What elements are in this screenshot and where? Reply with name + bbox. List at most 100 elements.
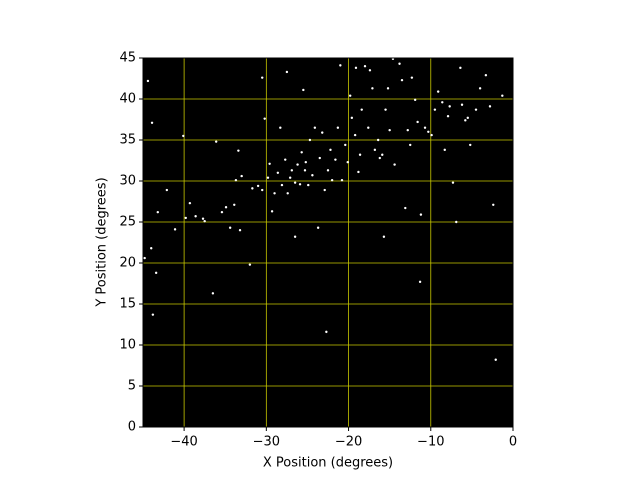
- star-point: [303, 169, 307, 172]
- star-point: [240, 174, 243, 178]
- star-point: [459, 66, 462, 70]
- star-point: [430, 133, 433, 137]
- star-point: [367, 126, 370, 129]
- star-point: [354, 66, 358, 70]
- y-tick-label: 35: [119, 133, 136, 148]
- star-point: [311, 174, 314, 177]
- star-point: [201, 217, 205, 220]
- y-tick-label: 45: [119, 51, 136, 66]
- star-point: [386, 87, 390, 90]
- star-point: [353, 133, 357, 137]
- y-tick-label: 5: [128, 379, 136, 394]
- star-point: [339, 64, 342, 67]
- y-tick-label: 10: [119, 338, 136, 353]
- star-point: [378, 156, 381, 160]
- star-point: [304, 160, 307, 164]
- star-point: [323, 188, 326, 192]
- star-point: [382, 235, 386, 238]
- star-point: [188, 201, 192, 205]
- star-point: [234, 178, 238, 182]
- star-point: [325, 330, 328, 334]
- star-point: [446, 115, 450, 118]
- y-tick-label: 25: [119, 215, 136, 230]
- star-point: [307, 183, 310, 187]
- star-point: [194, 215, 197, 218]
- star-point: [484, 74, 488, 77]
- star-point: [349, 94, 352, 97]
- star-point: [214, 140, 218, 143]
- star-point: [433, 108, 437, 111]
- star-point: [501, 94, 504, 97]
- x-tick-label: −20: [335, 435, 362, 450]
- star-point: [263, 117, 266, 120]
- y-tick-label: 0: [128, 420, 136, 435]
- star-point: [313, 126, 317, 129]
- star-point: [423, 126, 427, 129]
- star-point: [151, 313, 155, 316]
- star-point: [464, 119, 467, 122]
- y-tick-label: 15: [119, 297, 136, 312]
- star-point: [146, 79, 150, 83]
- star-point: [237, 149, 240, 152]
- star-point: [293, 235, 297, 238]
- star-point: [410, 76, 414, 79]
- star-point: [466, 116, 469, 120]
- star-point: [154, 271, 158, 275]
- y-axis-label: Y Position (degrees): [95, 177, 110, 307]
- star-point: [427, 130, 430, 133]
- star-point: [441, 101, 444, 104]
- star-point: [203, 219, 206, 223]
- star-point: [300, 151, 303, 154]
- x-tick-label: 0: [509, 435, 517, 450]
- star-point: [316, 226, 320, 229]
- star-point: [284, 158, 287, 161]
- star-point: [400, 78, 404, 82]
- star-point: [233, 203, 236, 206]
- star-point: [286, 192, 289, 195]
- x-tick-label: −30: [253, 435, 280, 450]
- star-point: [334, 158, 337, 161]
- star-point: [302, 88, 305, 92]
- star-point: [150, 121, 154, 124]
- star-point: [165, 188, 169, 192]
- star-point: [478, 87, 482, 90]
- star-point: [455, 220, 458, 224]
- star-point: [409, 143, 412, 147]
- star-point: [443, 148, 446, 152]
- star-point: [393, 163, 396, 166]
- y-tick-label: 30: [119, 174, 136, 189]
- star-point: [173, 228, 177, 231]
- star-point: [448, 105, 451, 108]
- star-point: [261, 188, 264, 192]
- star-point: [318, 156, 321, 160]
- star-point: [266, 176, 270, 179]
- x-axis-label: X Position (degrees): [263, 456, 393, 471]
- star-point: [280, 183, 284, 187]
- star-point: [340, 178, 344, 182]
- star-point: [406, 128, 409, 132]
- star-point: [358, 153, 362, 156]
- x-tick-label: −10: [417, 435, 444, 450]
- star-point: [494, 358, 497, 361]
- star-point: [488, 105, 492, 108]
- star-point: [469, 143, 472, 147]
- star-point: [290, 169, 294, 172]
- star-point: [321, 131, 324, 134]
- star-point: [363, 65, 367, 68]
- y-tick-label: 20: [119, 256, 136, 271]
- star-point: [404, 206, 407, 210]
- star-point: [413, 98, 417, 102]
- star-point: [238, 229, 242, 232]
- star-point: [279, 126, 282, 129]
- star-point: [398, 62, 401, 65]
- x-tick-label: −40: [170, 435, 197, 450]
- star-point: [346, 160, 349, 164]
- star-point: [376, 138, 380, 142]
- plot-frame: [142, 57, 514, 428]
- star-point: [261, 76, 264, 79]
- star-point: [336, 126, 340, 129]
- y-tick-label: 40: [119, 92, 136, 107]
- star-point: [228, 226, 232, 229]
